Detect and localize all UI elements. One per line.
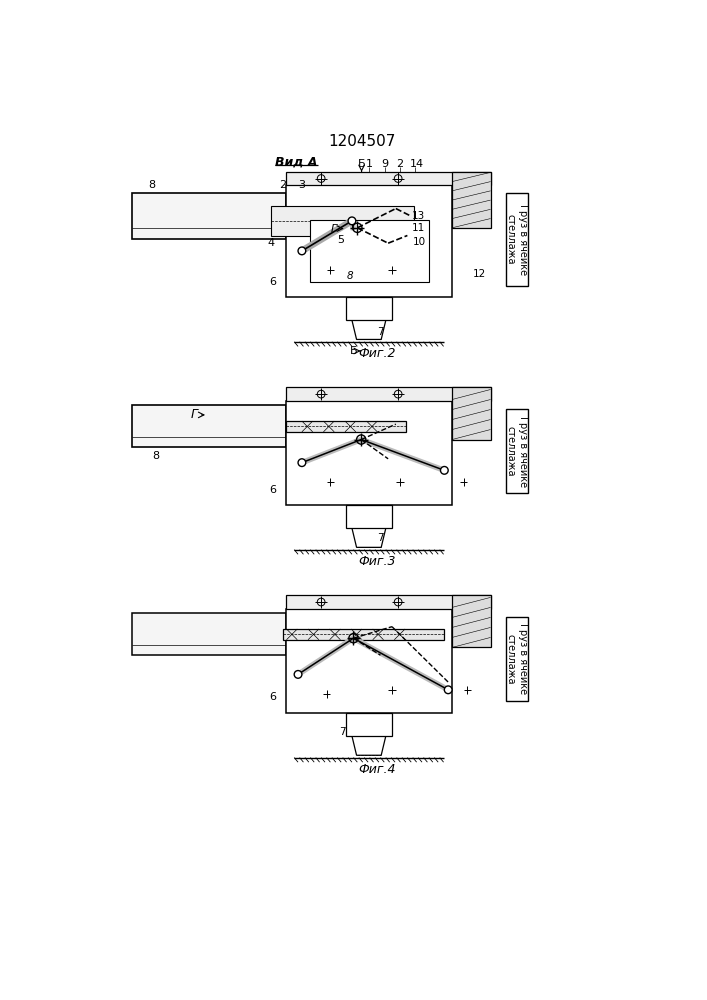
Circle shape [444,686,452,694]
Circle shape [348,217,356,225]
Bar [506,617,527,701]
Text: 6: 6 [269,485,276,495]
Text: 7: 7 [377,533,384,543]
Text: 5: 5 [337,235,344,245]
Bar [286,185,452,297]
Bar [271,206,414,235]
Text: Груз в ячейке
стеллажа: Груз в ячейке стеллажа [506,416,527,487]
Text: 3: 3 [298,180,305,190]
Polygon shape [352,528,386,547]
Text: Б: Б [350,346,357,356]
Text: 8: 8 [148,180,156,190]
Circle shape [298,247,305,255]
Text: Фиг.2: Фиг.2 [358,347,395,360]
Bar [283,629,444,640]
Bar [452,595,491,647]
Text: Груз в ячейке
стеллажа: Груз в ячейке стеллажа [506,623,527,695]
Bar [286,401,452,505]
Text: 8: 8 [346,271,353,281]
Text: Фиг.4: Фиг.4 [358,763,395,776]
Bar [286,172,491,185]
Text: 7: 7 [339,727,345,737]
Bar [346,297,392,320]
Bar [132,613,286,655]
Bar [132,193,286,239]
Text: Г: Г [331,224,337,234]
Text: Г: Г [191,408,197,421]
Text: 8: 8 [152,451,159,461]
Bar [310,220,429,282]
Text: 6: 6 [269,692,276,702]
Text: 12: 12 [472,269,486,279]
Text: 10: 10 [412,237,426,247]
Polygon shape [352,320,386,339]
Text: 4: 4 [267,238,274,248]
Bar [132,405,286,447]
Bar [452,387,491,440]
Text: 13: 13 [412,211,426,221]
Text: 6: 6 [269,277,276,287]
Bar [346,505,392,528]
Text: 11: 11 [412,223,426,233]
Bar [286,609,452,713]
Bar [346,713,392,736]
Text: 7: 7 [377,327,384,337]
Circle shape [294,671,302,678]
Text: 2: 2 [397,159,404,169]
Bar [286,421,406,432]
Bar [452,172,491,228]
Text: Б: Б [358,159,366,169]
Circle shape [298,459,305,466]
Bar [506,193,527,286]
Text: Груз в ячейке
стеллажа: Груз в ячейке стеллажа [506,204,527,275]
Text: Фиг.3: Фиг.3 [358,555,395,568]
Text: 14: 14 [410,159,424,169]
Circle shape [440,466,448,474]
Polygon shape [352,736,386,755]
Text: 9: 9 [381,159,388,169]
Text: 1204507: 1204507 [328,134,396,149]
Bar [286,595,491,609]
Text: Вид А: Вид А [275,156,317,169]
Text: 2: 2 [279,180,286,190]
Bar [506,409,527,493]
Bar [286,387,491,401]
Text: 1: 1 [366,159,373,169]
